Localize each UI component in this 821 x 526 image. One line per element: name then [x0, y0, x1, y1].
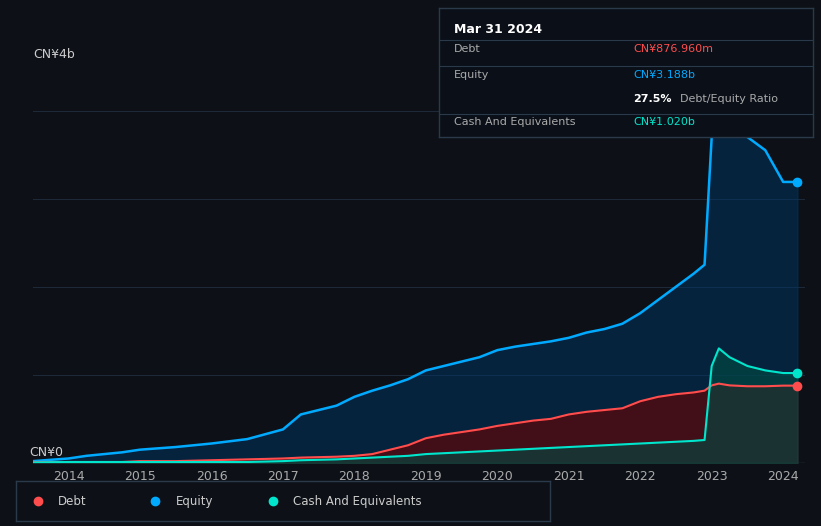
Text: Debt/Equity Ratio: Debt/Equity Ratio — [680, 94, 778, 104]
Text: Equity: Equity — [176, 494, 213, 508]
Text: CN¥1.020b: CN¥1.020b — [634, 117, 695, 127]
Text: Debt: Debt — [58, 494, 87, 508]
Text: CN¥0: CN¥0 — [29, 446, 63, 459]
Text: Mar 31 2024: Mar 31 2024 — [454, 23, 543, 36]
Text: CN¥4b: CN¥4b — [33, 48, 75, 62]
Text: Equity: Equity — [454, 70, 489, 80]
Text: CN¥876.960m: CN¥876.960m — [634, 44, 713, 54]
Text: 27.5%: 27.5% — [634, 94, 672, 104]
Text: Cash And Equivalents: Cash And Equivalents — [293, 494, 421, 508]
Text: Cash And Equivalents: Cash And Equivalents — [454, 117, 576, 127]
Text: CN¥3.188b: CN¥3.188b — [634, 70, 695, 80]
Text: Debt: Debt — [454, 44, 481, 54]
